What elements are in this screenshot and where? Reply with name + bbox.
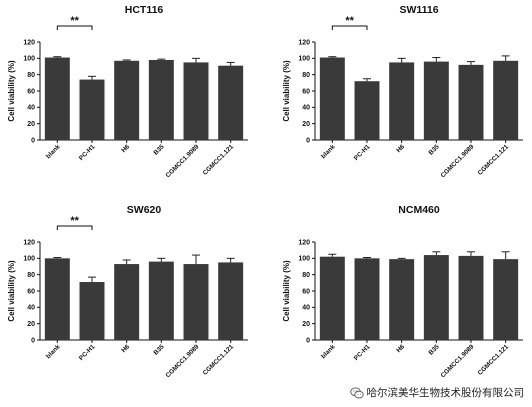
y-tick-label: 100 (298, 256, 310, 263)
significance-bracket (331, 25, 368, 30)
bar-H6 (114, 60, 140, 140)
y-tick-label: 60 (302, 288, 310, 295)
y-axis-label: Cell viability (%) (7, 260, 16, 322)
bar-CGMCC1.121 (218, 65, 244, 140)
y-tick-label: 0 (306, 337, 310, 344)
y-tick-label: 120 (298, 239, 310, 246)
significance-bracket (56, 25, 93, 30)
y-tick-label: 100 (23, 56, 35, 63)
bar-blank (44, 57, 70, 141)
bar-CGMCC1.9089 (458, 64, 484, 140)
x-tick-label: CGMCC1.9089 (440, 143, 476, 179)
bar-CGMCC1.121 (493, 60, 519, 140)
y-tick-label: 20 (302, 321, 310, 328)
y-tick-label: 0 (306, 137, 310, 144)
x-tick-label: CGMCC1.121 (202, 343, 236, 377)
significance-label: ** (345, 15, 354, 27)
x-tick-label: blank (320, 343, 337, 360)
chart-title: HCT116 (125, 4, 164, 16)
bar-blank (319, 57, 345, 141)
x-tick-label: PC-H1 (353, 343, 372, 362)
bar-CGMCC1.121 (493, 259, 519, 340)
bar-B35 (148, 261, 174, 340)
y-tick-label: 80 (302, 272, 310, 279)
y-tick-label: 120 (23, 239, 35, 246)
significance-bracket (56, 225, 93, 230)
y-tick-label: 40 (27, 105, 35, 112)
x-tick-label: PC-H1 (353, 143, 372, 162)
x-tick-label: H6 (395, 143, 406, 154)
y-tick-label: 120 (298, 39, 310, 46)
x-tick-label: CGMCC1.121 (477, 143, 511, 177)
y-tick-label: 0 (31, 137, 35, 144)
x-tick-label: B35 (153, 143, 167, 157)
y-tick-label: 20 (27, 321, 35, 328)
x-tick-label: CGMCC1.121 (202, 143, 236, 177)
y-tick-label: 40 (27, 305, 35, 312)
bar-PC-H1 (79, 282, 105, 340)
y-tick-label: 100 (298, 56, 310, 63)
x-tick-label: blank (320, 143, 337, 160)
y-tick-label: 20 (302, 121, 310, 128)
bar-blank (44, 258, 70, 340)
y-tick-label: 80 (27, 272, 35, 279)
chart-panel-3: NCM460 Cell viability (%) 0 20 40 60 80 100 120 b… (282, 204, 523, 379)
x-tick-label: blank (45, 343, 62, 360)
wechat-icon (349, 386, 364, 399)
y-tick-label: 80 (302, 72, 310, 79)
x-tick-label: CGMCC1.9089 (165, 343, 201, 379)
bar-PC-H1 (354, 258, 380, 340)
x-tick-label: H6 (120, 143, 131, 154)
y-tick-label: 40 (302, 305, 310, 312)
watermark: 哈尔滨美华生物技术股份有限公司 (349, 385, 525, 400)
watermark-text: 哈尔滨美华生物技术股份有限公司 (366, 387, 525, 399)
chart-title: SW620 (127, 204, 162, 216)
x-tick-label: CGMCC1.121 (477, 343, 511, 377)
chart-title: NCM460 (398, 204, 440, 216)
bar-H6 (389, 259, 415, 340)
bar-PC-H1 (79, 79, 105, 140)
x-tick-label: H6 (395, 343, 406, 354)
x-tick-label: PC-H1 (78, 143, 97, 162)
bar-CGMCC1.9089 (183, 264, 209, 340)
y-tick-label: 60 (302, 88, 310, 95)
bar-CGMCC1.9089 (458, 255, 484, 340)
bar-CGMCC1.9089 (183, 62, 209, 140)
bar-H6 (389, 62, 415, 140)
significance-label: ** (70, 15, 79, 27)
chart-panel-0: HCT116 Cell viability (%) 0 20 40 60 80 100 120 b… (7, 4, 248, 179)
x-tick-label: B35 (428, 143, 442, 157)
y-tick-label: 40 (302, 105, 310, 112)
x-tick-label: B35 (428, 343, 442, 357)
bar-B35 (423, 61, 449, 140)
bar-H6 (114, 264, 140, 340)
x-tick-label: blank (45, 143, 62, 160)
y-tick-label: 60 (27, 288, 35, 295)
significance-label: ** (70, 215, 79, 227)
y-tick-label: 60 (27, 88, 35, 95)
y-axis-label: Cell viability (%) (7, 60, 16, 122)
y-tick-label: 80 (27, 72, 35, 79)
chart-panel-2: SW620 Cell viability (%) 0 20 40 60 80 100 120 bl… (7, 204, 248, 379)
y-tick-label: 20 (27, 121, 35, 128)
x-tick-label: B35 (153, 343, 167, 357)
y-tick-label: 100 (23, 256, 35, 263)
x-tick-label: CGMCC1.9089 (440, 343, 476, 379)
x-tick-label: H6 (120, 343, 131, 354)
chart-panel-1: SW1116 Cell viability (%) 0 20 40 60 80 100 120 b… (282, 4, 523, 179)
y-axis-label: Cell viability (%) (282, 60, 291, 122)
x-tick-label: CGMCC1.9089 (165, 143, 201, 179)
chart-title: SW1116 (399, 4, 438, 16)
bar-blank (319, 256, 345, 340)
bar-B35 (423, 255, 449, 340)
y-tick-label: 0 (31, 337, 35, 344)
bar-CGMCC1.121 (218, 262, 244, 340)
bar-B35 (148, 59, 174, 140)
y-tick-label: 120 (23, 39, 35, 46)
y-axis-label: Cell viability (%) (282, 260, 291, 322)
bar-PC-H1 (354, 81, 380, 140)
x-tick-label: PC-H1 (78, 343, 97, 362)
